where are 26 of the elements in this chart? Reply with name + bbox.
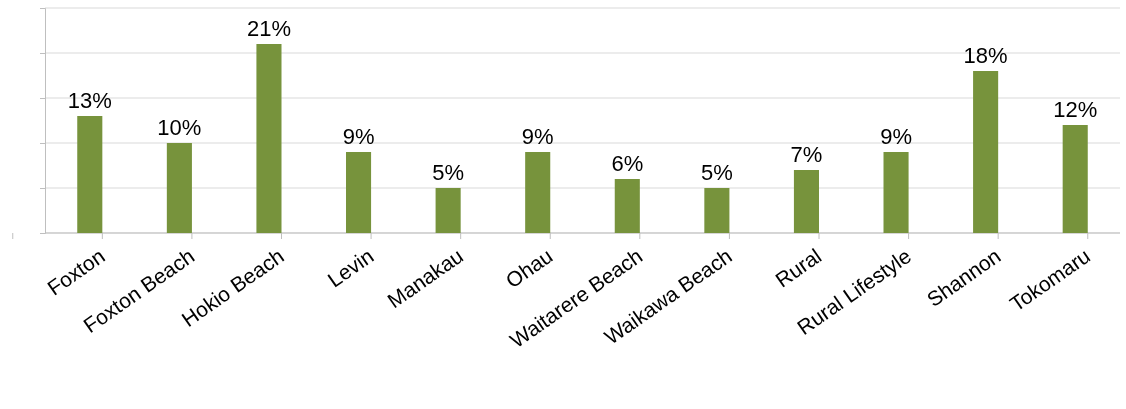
data-label: 9% bbox=[521, 124, 554, 149]
bar bbox=[435, 188, 461, 233]
x-tick-label: Ohau bbox=[501, 243, 557, 293]
bar bbox=[166, 143, 192, 233]
data-label: 21% bbox=[246, 16, 291, 41]
bar bbox=[704, 188, 730, 233]
data-label: 9% bbox=[342, 124, 375, 149]
data-label: 18% bbox=[963, 43, 1008, 68]
x-tick-label: Levin bbox=[323, 243, 378, 292]
data-label: 5% bbox=[432, 160, 465, 185]
bar bbox=[256, 44, 282, 233]
data-label: 6% bbox=[611, 151, 644, 176]
data-label: 9% bbox=[880, 124, 912, 149]
bar bbox=[883, 152, 909, 233]
bar bbox=[793, 170, 819, 233]
bar bbox=[1062, 125, 1088, 233]
data-label: 13% bbox=[67, 88, 112, 113]
bar bbox=[525, 152, 551, 233]
data-label: 7% bbox=[790, 142, 823, 167]
bar bbox=[346, 152, 372, 233]
data-label: 10% bbox=[157, 115, 202, 140]
bar bbox=[973, 71, 999, 233]
data-label: 12% bbox=[1053, 97, 1098, 122]
bar bbox=[77, 116, 103, 233]
data-label: 5% bbox=[700, 160, 733, 185]
bar bbox=[614, 179, 640, 233]
